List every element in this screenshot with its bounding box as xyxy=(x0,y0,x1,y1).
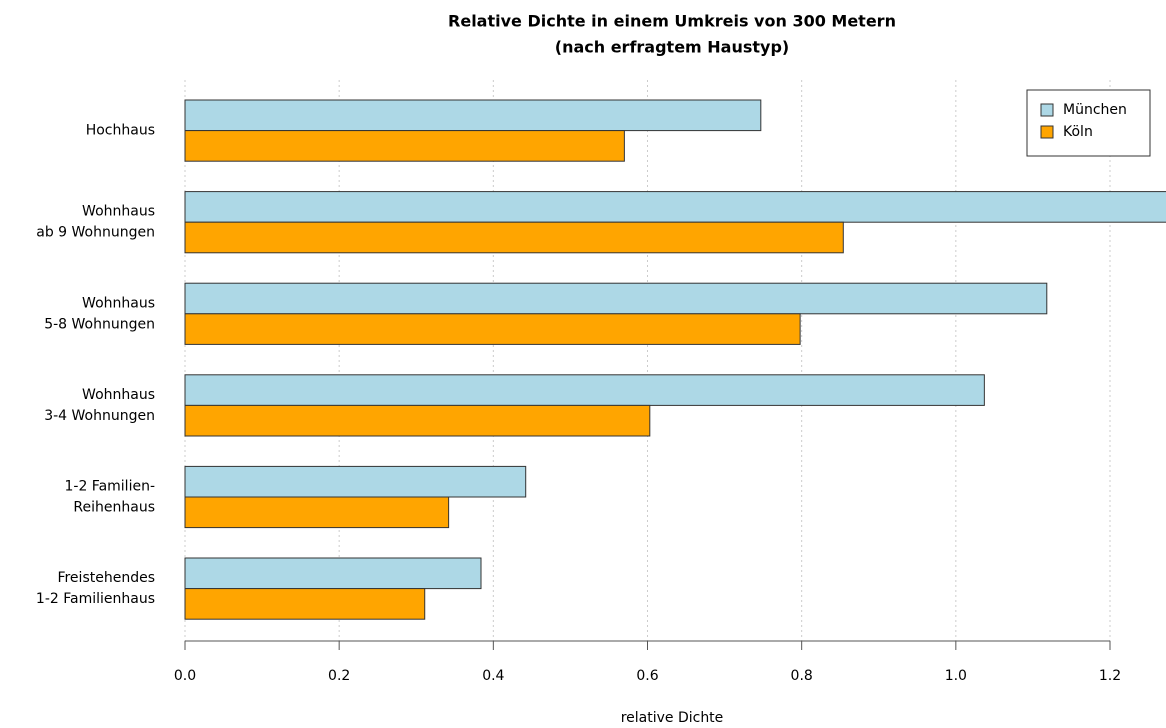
legend-label: Köln xyxy=(1063,124,1093,140)
bar xyxy=(184,130,625,162)
bar xyxy=(184,496,450,529)
x-tick-label: 0.8 xyxy=(791,668,813,684)
bar xyxy=(184,313,801,345)
y-tick-label: Reihenhaus xyxy=(73,500,155,516)
bar xyxy=(184,221,844,254)
x-tick-label: 0.6 xyxy=(636,668,658,684)
bar xyxy=(184,557,482,590)
x-tick-label: 0.4 xyxy=(482,668,504,684)
legend-label: München xyxy=(1063,102,1127,118)
x-tick-label: 0.2 xyxy=(328,668,350,684)
bar xyxy=(184,404,651,437)
bar xyxy=(184,465,527,498)
x-axis-label: relative Dichte xyxy=(621,710,724,726)
legend-swatch xyxy=(1040,125,1054,139)
bar xyxy=(184,374,985,406)
x-tick-label: 1.2 xyxy=(1099,668,1121,684)
y-tick-label: 1-2 Familien- xyxy=(64,479,155,495)
bar xyxy=(184,191,1166,223)
y-tick-label: ab 9 Wohnungen xyxy=(36,225,155,241)
legend-swatch xyxy=(1040,103,1054,117)
chart-subtitle: (nach erfragtem Haustyp) xyxy=(555,38,789,57)
x-tick-label: 0.0 xyxy=(174,668,196,684)
y-tick-label: Freistehendes xyxy=(57,570,155,586)
bar xyxy=(184,588,426,620)
y-tick-label: 1-2 Familienhaus xyxy=(36,591,155,607)
y-tick-label: Hochhaus xyxy=(86,123,155,139)
y-tick-label: Wohnhaus xyxy=(82,204,155,220)
x-tick-label: 1.0 xyxy=(945,668,967,684)
y-tick-label: 5-8 Wohnungen xyxy=(44,316,155,332)
y-tick-label: Wohnhaus xyxy=(82,387,155,403)
bar xyxy=(184,282,1048,315)
legend-box xyxy=(1026,89,1151,157)
y-tick-label: Wohnhaus xyxy=(82,295,155,311)
bar xyxy=(184,99,762,132)
y-tick-label: 3-4 Wohnungen xyxy=(44,408,155,424)
chart-title: Relative Dichte in einem Umkreis von 300… xyxy=(448,12,896,31)
